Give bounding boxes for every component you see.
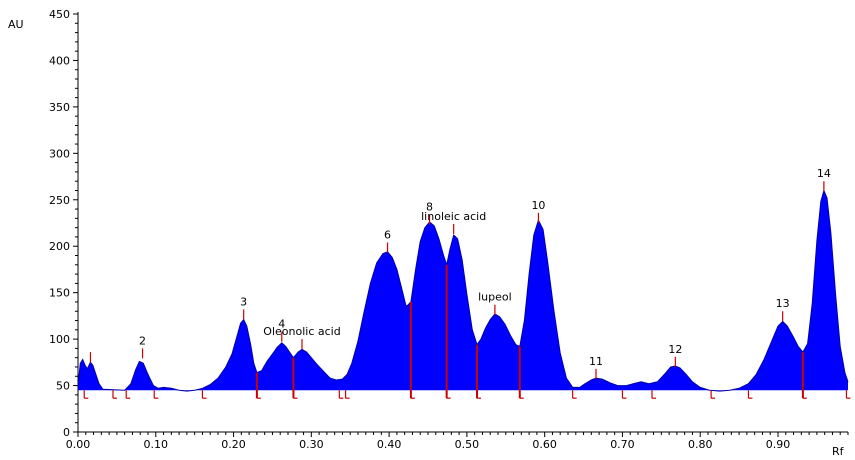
y-tick-label: 450 <box>49 8 70 21</box>
peak-label: 2 <box>139 334 146 347</box>
x-tick-label: 0.40 <box>377 438 402 451</box>
axes: 0 50 100 150 200 250 300 350 400 450 0.00 0.10 0.20 0… <box>49 8 849 451</box>
x-tick-label: 0.90 <box>766 438 791 451</box>
y-tick-label: 50 <box>56 380 70 393</box>
x-tick-label: 0.80 <box>688 438 713 451</box>
x-tick-label: 0.10 <box>144 438 169 451</box>
peak-label: 8 <box>426 201 433 214</box>
peak-label: linoleic acid <box>421 210 486 223</box>
peak-label: 12 <box>668 343 682 356</box>
y-axis-title: AU <box>8 18 24 31</box>
x-tick-label: 0.20 <box>221 438 246 451</box>
x-tick-label: 0.60 <box>532 438 557 451</box>
x-tick-label: 0.70 <box>610 438 635 451</box>
y-tick-label: 300 <box>49 147 70 160</box>
y-tick-label: 400 <box>49 54 70 67</box>
y-tick-label: 150 <box>49 287 70 300</box>
y-tick-label: 100 <box>49 333 70 346</box>
peak-label: 14 <box>817 167 831 180</box>
peak-label: 4 <box>278 318 285 331</box>
peak-label: Oleonolic acid <box>263 325 340 338</box>
marker-layer <box>83 181 851 399</box>
y-tick-label: 200 <box>49 240 70 253</box>
signal-line <box>77 188 849 392</box>
peak-label: 13 <box>776 297 790 310</box>
y-tick-label: 0 <box>63 426 70 439</box>
peak-label: lupeol <box>478 291 512 304</box>
area-layer <box>77 188 849 392</box>
peak-label: 10 <box>531 199 545 212</box>
y-tick-label: 350 <box>49 101 70 114</box>
x-axis-title: Rf <box>832 445 845 458</box>
y-tick-label: 250 <box>49 194 70 207</box>
x-tick-label: 0.30 <box>299 438 324 451</box>
peak-label: 3 <box>240 295 247 308</box>
peak-label: 6 <box>384 229 391 242</box>
peak-label: 11 <box>589 355 603 368</box>
x-tick-label: 0.50 <box>455 438 480 451</box>
signal-area <box>78 190 848 392</box>
x-tick-label: 0.00 <box>66 438 91 451</box>
